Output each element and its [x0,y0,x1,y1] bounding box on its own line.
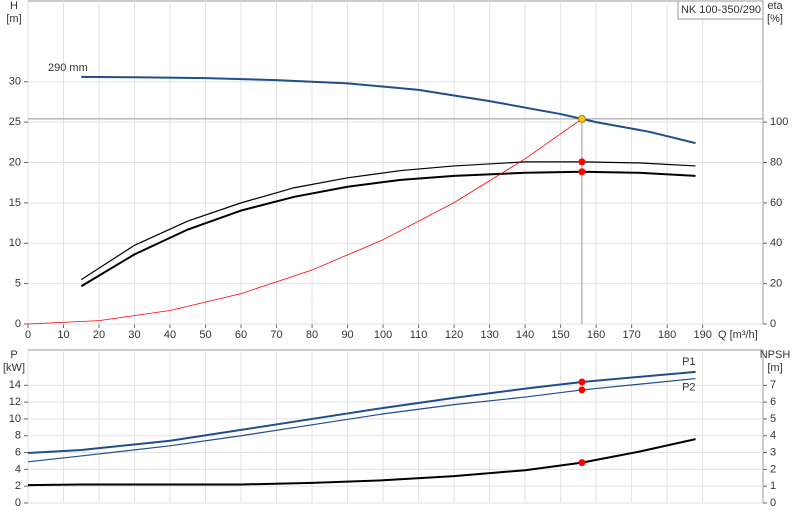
x-tick-label: 90 [341,329,353,341]
y2-tick-label: 0 [770,318,776,330]
title-box [677,0,764,20]
x-tick-label: 80 [306,329,318,341]
y-axis-label: [kW] [3,362,25,374]
series-label: 290 mm [48,62,88,74]
y2-tick-label: 100 [770,116,788,128]
y-tick-label: 8 [15,430,21,442]
series-label: P2 [682,381,695,393]
y-axis-label: H [10,0,18,12]
y2-tick-label: 7 [770,379,776,391]
x-tick-label: 70 [270,329,282,341]
y-tick-label: 14 [9,379,21,391]
y-tick-label: 25 [9,116,21,128]
x-tick-label: 180 [658,329,676,341]
series-line [81,75,696,145]
duty-point-marker [578,386,586,394]
duty-point-marker [578,378,586,386]
duty-point-marker [578,158,586,166]
y2-tick-label: 6 [770,396,776,408]
x-tick-label: 30 [128,329,140,341]
plot-area [27,349,764,504]
y2-tick-label: 3 [770,446,776,458]
x-tick-label: 120 [445,329,463,341]
x-tick-label: 160 [587,329,605,341]
y-tick-label: 10 [9,237,21,249]
y2-axis-label: [m] [767,362,782,374]
series-line [27,370,696,454]
x-tick-label: 10 [57,329,69,341]
y-tick-label: 10 [9,413,21,425]
y2-axis-label: NPSH [760,349,791,361]
y2-tick-label: 5 [770,413,776,425]
x-axis-label: Q [m³/h] [718,329,758,341]
y-tick-label: 6 [15,446,21,458]
y2-tick-label: 20 [770,278,782,290]
duty-point-marker [578,168,586,176]
y2-tick-label: 0 [770,497,776,509]
x-tick-label: 170 [622,329,640,341]
y2-axis-label: [%] [767,13,783,25]
series-line [27,118,583,325]
y2-tick-label: 1 [770,480,776,492]
y-tick-label: 0 [15,497,21,509]
y-axis-label: P [10,349,17,361]
y-tick-label: 12 [9,396,21,408]
y-tick-label: 30 [9,76,21,88]
x-tick-label: 110 [410,329,428,341]
y2-axis-label: eta [767,0,783,12]
x-tick-label: 50 [199,329,211,341]
y2-tick-label: 2 [770,463,776,475]
series-line [27,438,696,487]
y2-tick-label: 80 [770,156,782,168]
x-tick-label: 190 [693,329,711,341]
y-tick-label: 2 [15,480,21,492]
x-tick-label: 140 [516,329,534,341]
series-line [80,161,696,281]
y-tick-label: 15 [9,197,21,209]
y2-tick-label: 40 [770,237,782,249]
x-tick-label: 100 [374,329,392,341]
series-label: P1 [682,356,695,368]
y2-tick-label: 4 [770,430,776,442]
x-tick-label: 130 [480,329,498,341]
x-tick-label: 60 [235,329,247,341]
duty-point-marker [577,114,586,123]
y-tick-label: 5 [15,278,21,290]
y-tick-label: 4 [15,463,21,475]
series-line [80,170,696,288]
y2-tick-label: 60 [770,197,782,209]
y-axis-label: [m] [6,13,21,25]
x-tick-label: 0 [25,329,31,341]
y-tick-label: 0 [15,318,21,330]
x-tick-label: 40 [164,329,176,341]
duty-point-marker [578,459,586,467]
chart-title: NK 100-350/290 [681,4,761,16]
y-tick-label: 20 [9,156,21,168]
x-tick-label: 150 [551,329,569,341]
x-tick-label: 20 [93,329,105,341]
series-line [27,377,696,463]
